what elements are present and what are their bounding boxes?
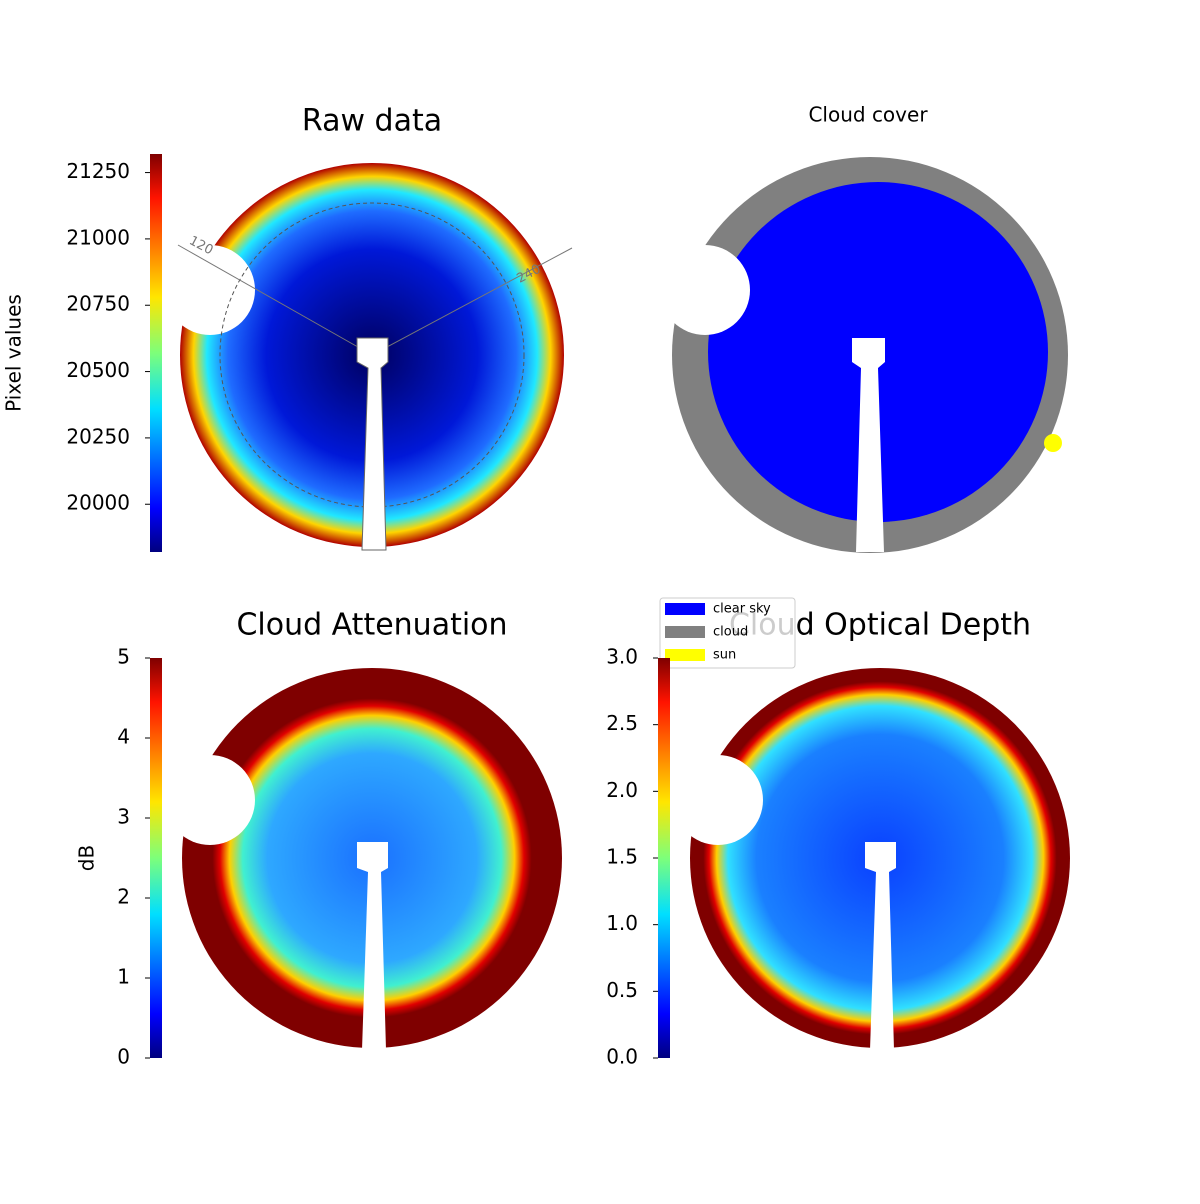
colorbar-tick-label: 2.0 [606,778,638,802]
legend-swatch [665,603,705,615]
colorbar-tick-label: 2.5 [606,711,638,735]
colorbar-label: Pixel values [2,294,26,412]
colorbar-tick-label: 21000 [66,225,130,249]
colorbar-tick-label: 20750 [66,292,130,316]
colorbar-tick-label: 4 [117,725,130,749]
panel-title: Cloud Attenuation [236,608,507,643]
colorbar-tick-label: 0 [117,1045,130,1069]
colorbar-tick-label: 21250 [66,159,130,183]
colorbar-tick-label: 3.0 [606,645,638,669]
optical-depth-image [673,668,1070,1050]
colorbar [150,658,162,1058]
sky-image [165,163,573,551]
colorbar-tick-label: 2 [117,885,130,909]
colorbar [658,658,670,1058]
panel-title: Cloud cover [808,103,928,127]
colorbar-tick-label: 0.0 [606,1045,638,1069]
legend-label: cloud [713,625,748,640]
attenuation-image [165,668,562,1050]
legend-swatch [665,649,705,661]
colorbar-tick-label: 1.0 [606,911,638,935]
colorbar [150,154,162,552]
colorbar-tick-label: 5 [117,645,130,669]
legend-swatch [665,626,705,638]
colorbar-tick-label: 20500 [66,358,130,382]
legend-label: sun [713,648,736,663]
panel-title: Raw data [302,104,442,139]
colorbar-tick-label: 3 [117,805,130,829]
sun-marker [1044,434,1062,452]
cloud-cover-image [660,157,1068,553]
colorbar-label: dB [75,845,99,871]
colorbar-tick-label: 1 [117,965,130,989]
colorbar-tick-label: 20250 [66,424,130,448]
colorbar-tick-label: 20000 [66,491,130,515]
legend-label: clear sky [713,602,771,617]
colorbar-tick-label: 0.5 [606,978,638,1002]
colorbar-tick-label: 1.5 [606,845,638,869]
